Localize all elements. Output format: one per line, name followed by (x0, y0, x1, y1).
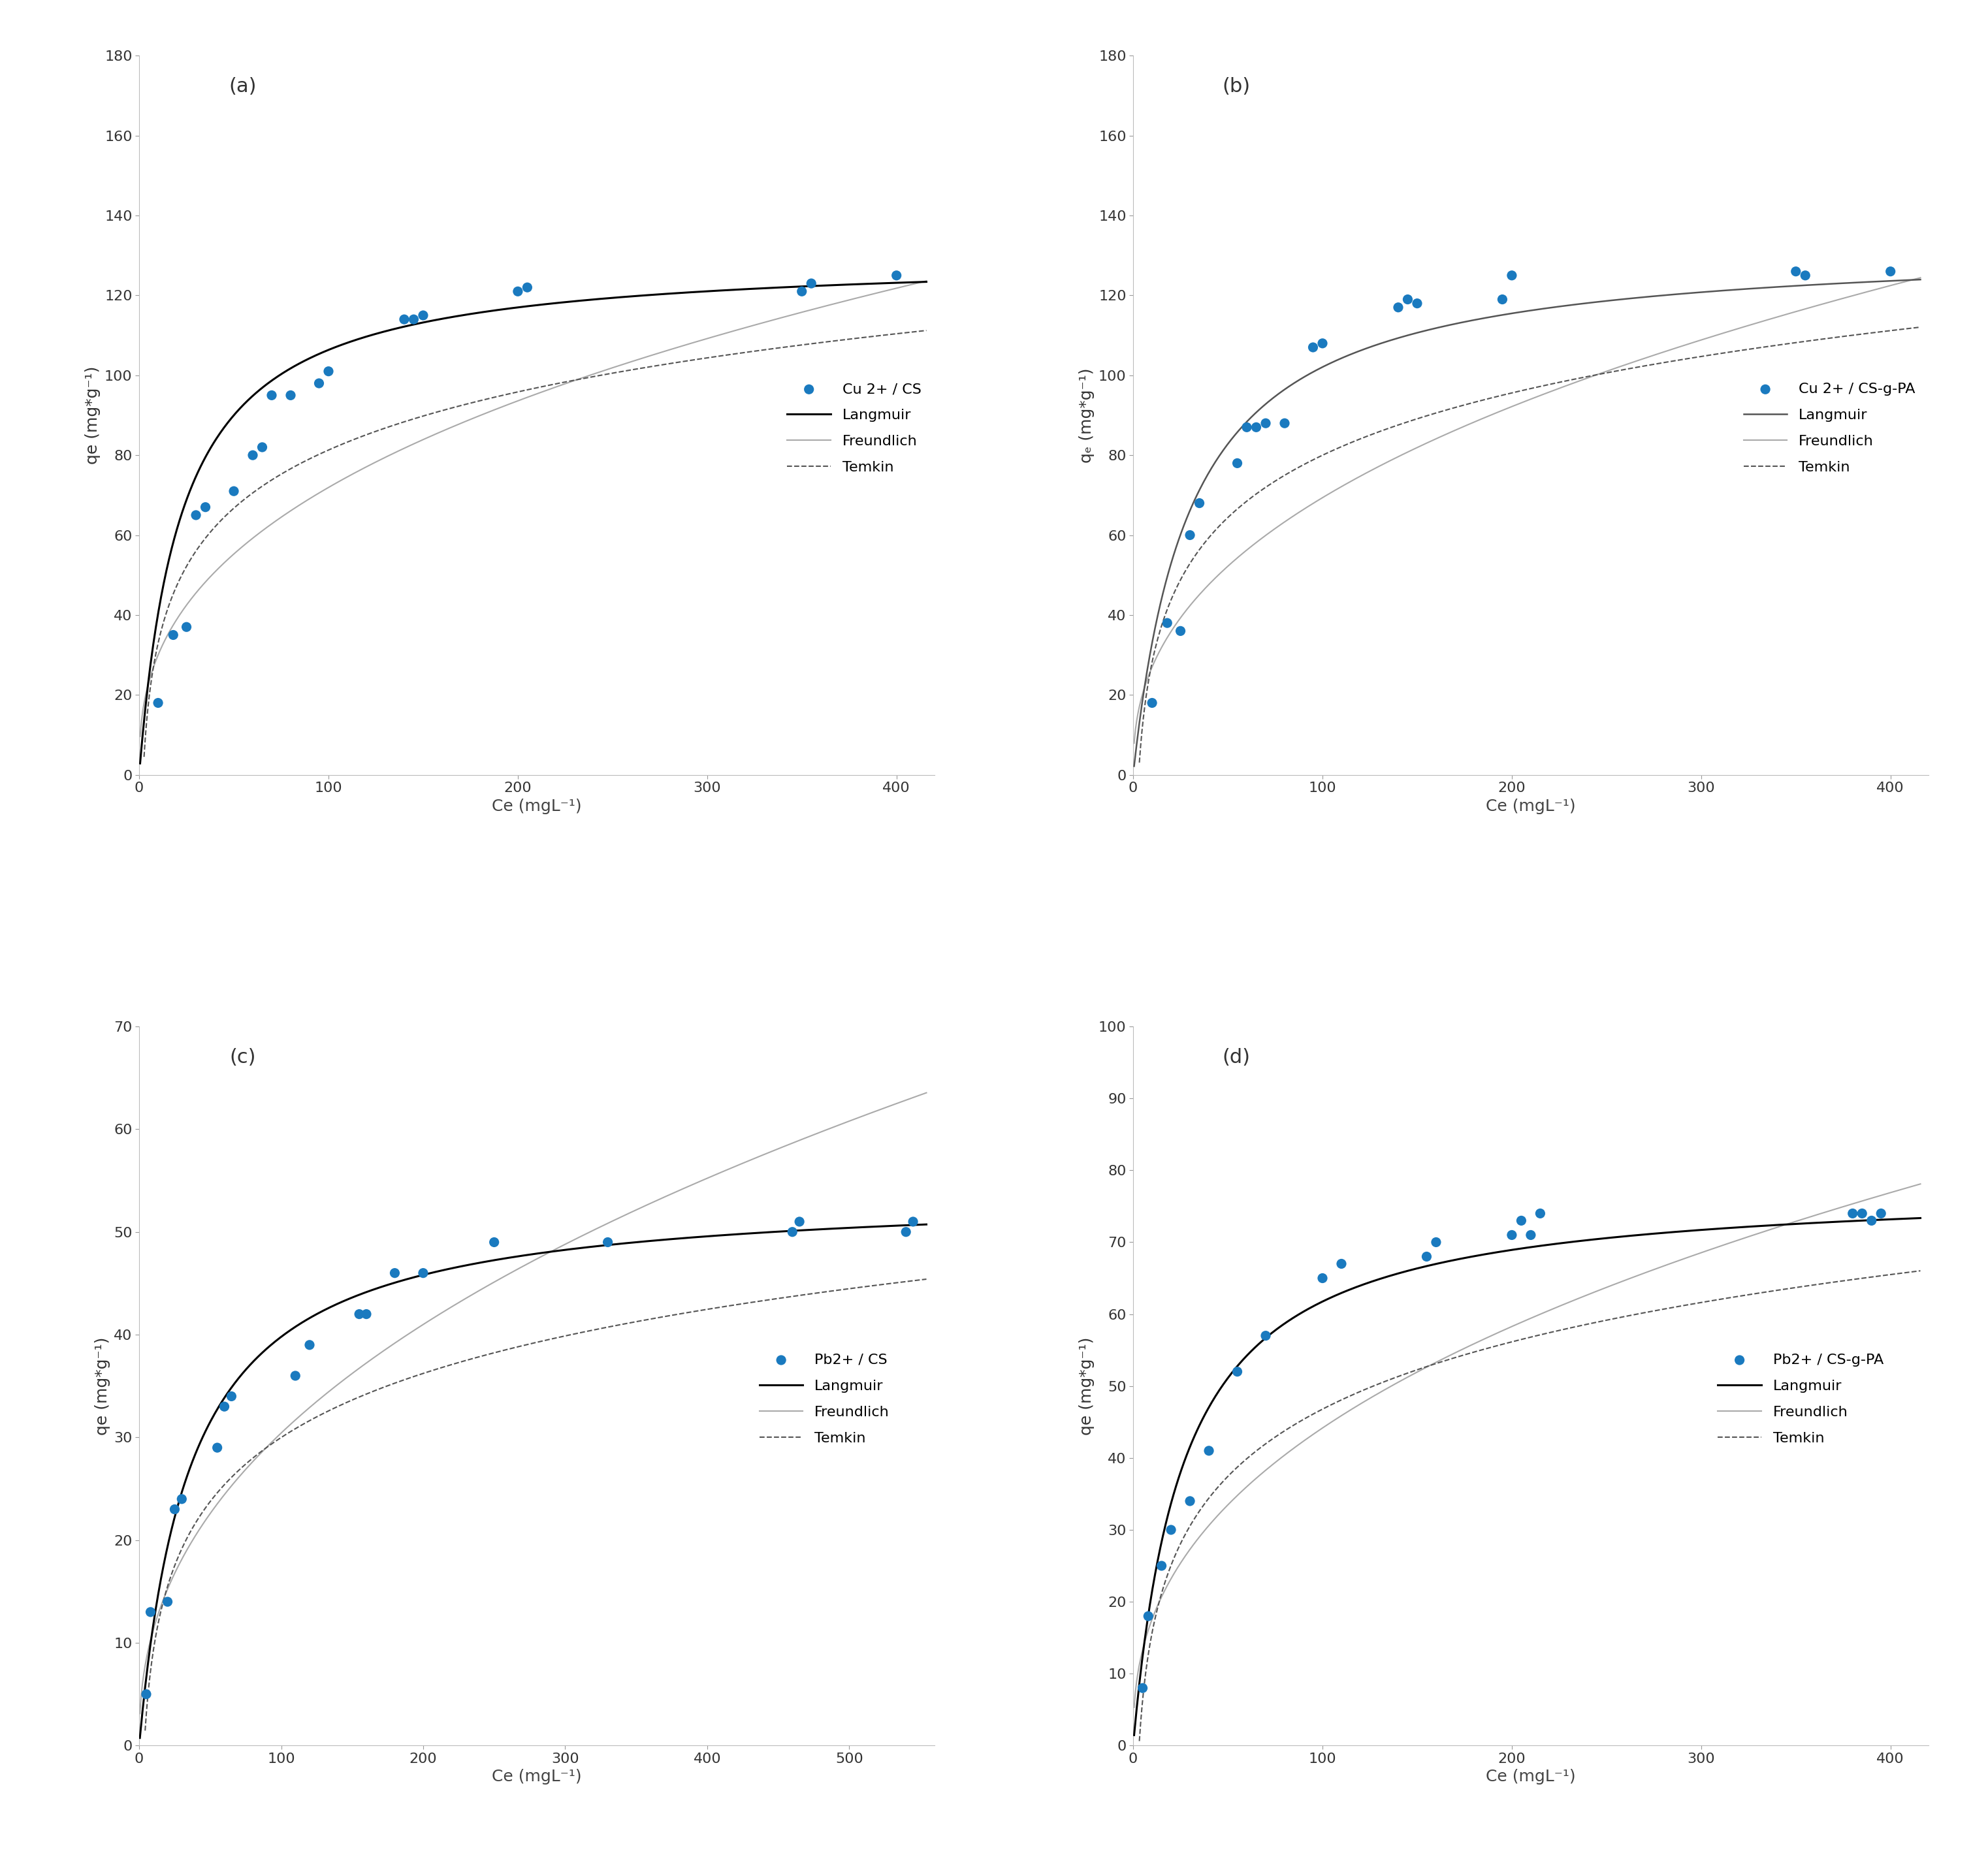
Point (1392, 284, 1423, 314)
Point (891, 1216, 922, 1246)
Point (511, 273, 543, 303)
Point (1268, 409, 1300, 438)
Point (398, 305, 429, 334)
Point (1495, 260, 1527, 290)
Point (1326, 1250, 1358, 1279)
Point (280, 1361, 312, 1391)
X-axis label: Ce (mgL⁻¹): Ce (mgL⁻¹) (1485, 1770, 1576, 1785)
Point (1155, 1515, 1187, 1545)
Point (1875, 256, 1906, 286)
Text: (a): (a) (229, 78, 256, 97)
Point (1525, 1198, 1557, 1227)
Point (247, 433, 278, 462)
Point (1487, 284, 1519, 314)
X-axis label: Ce (mgL⁻¹): Ce (mgL⁻¹) (1485, 799, 1576, 813)
Point (344, 1300, 376, 1330)
Point (1505, 1205, 1537, 1235)
Point (171, 613, 203, 643)
Point (1133, 1601, 1165, 1630)
Point (1165, 617, 1197, 646)
Point (350, 1300, 382, 1330)
Point (881, 260, 912, 290)
Point (312, 357, 344, 386)
X-axis label: Ce (mgL⁻¹): Ce (mgL⁻¹) (491, 799, 582, 813)
Point (1241, 412, 1272, 442)
Point (1865, 1198, 1897, 1227)
Y-axis label: qe (mg*g⁻¹): qe (mg*g⁻¹) (95, 1337, 109, 1435)
Point (1145, 1551, 1177, 1580)
Point (294, 1330, 326, 1359)
Point (143, 689, 175, 719)
Legend: Cu 2+ / CS, Langmuir, Freundlich, Temkin: Cu 2+ / CS, Langmuir, Freundlich, Temkin (781, 377, 926, 479)
Y-axis label: qe (mg*g⁻¹): qe (mg*g⁻¹) (85, 366, 101, 464)
Point (237, 440, 268, 470)
Point (135, 1597, 167, 1627)
Point (501, 277, 533, 306)
Point (219, 475, 250, 505)
Point (1175, 1486, 1207, 1515)
Point (151, 1588, 183, 1617)
Point (1837, 1198, 1869, 1227)
Point (1306, 1263, 1338, 1292)
Point (1221, 1357, 1252, 1387)
Point (165, 1484, 197, 1513)
Point (1151, 607, 1183, 637)
Point (1515, 1220, 1547, 1250)
Point (131, 1679, 163, 1708)
Point (1193, 1435, 1225, 1465)
Point (1296, 332, 1328, 362)
Point (795, 269, 827, 299)
Point (157, 620, 189, 650)
Y-axis label: qₑ (mg*g⁻¹): qₑ (mg*g⁻¹) (1079, 368, 1095, 462)
Point (209, 1391, 241, 1421)
Point (1137, 689, 1169, 719)
Point (1250, 1320, 1282, 1350)
Point (388, 305, 419, 334)
Point (302, 368, 334, 397)
Point (201, 1434, 233, 1463)
Point (408, 301, 439, 331)
Point (1779, 256, 1811, 286)
Text: (b): (b) (1223, 78, 1250, 97)
Point (408, 1259, 439, 1289)
Point (1250, 409, 1282, 438)
Point (1127, 1673, 1159, 1703)
Text: (d): (d) (1223, 1047, 1250, 1068)
Point (1419, 1227, 1451, 1257)
X-axis label: Ce (mgL⁻¹): Ce (mgL⁻¹) (491, 1770, 582, 1785)
Point (181, 500, 213, 529)
Point (777, 1216, 809, 1246)
Point (1231, 412, 1262, 442)
Point (159, 1495, 191, 1525)
Point (897, 1207, 928, 1237)
Point (256, 381, 288, 410)
Point (380, 1259, 412, 1289)
Point (1789, 260, 1821, 290)
Point (1855, 1205, 1887, 1235)
Point (1183, 488, 1215, 518)
Point (1411, 1242, 1443, 1272)
Point (1847, 1198, 1879, 1227)
Point (785, 277, 817, 306)
Y-axis label: qe (mg*g⁻¹): qe (mg*g⁻¹) (1079, 1337, 1095, 1435)
Point (783, 1207, 815, 1237)
Point (1175, 520, 1207, 550)
Point (592, 1227, 624, 1257)
Point (189, 492, 221, 522)
Point (1306, 329, 1338, 358)
Text: (c): (c) (229, 1047, 256, 1068)
Point (1382, 293, 1413, 323)
Point (1221, 448, 1252, 477)
Legend: Pb2+ / CS, Langmuir, Freundlich, Temkin: Pb2+ / CS, Langmuir, Freundlich, Temkin (753, 1348, 895, 1450)
Legend: Cu 2+ / CS-g-PA, Langmuir, Freundlich, Temkin: Cu 2+ / CS-g-PA, Langmuir, Freundlich, T… (1738, 377, 1920, 479)
Point (1402, 288, 1433, 318)
Legend: Pb2+ / CS-g-PA, Langmuir, Freundlich, Temkin: Pb2+ / CS-g-PA, Langmuir, Freundlich, Te… (1712, 1348, 1889, 1450)
Point (479, 1227, 511, 1257)
Point (215, 1382, 247, 1411)
Point (1495, 1220, 1527, 1250)
Point (274, 381, 306, 410)
